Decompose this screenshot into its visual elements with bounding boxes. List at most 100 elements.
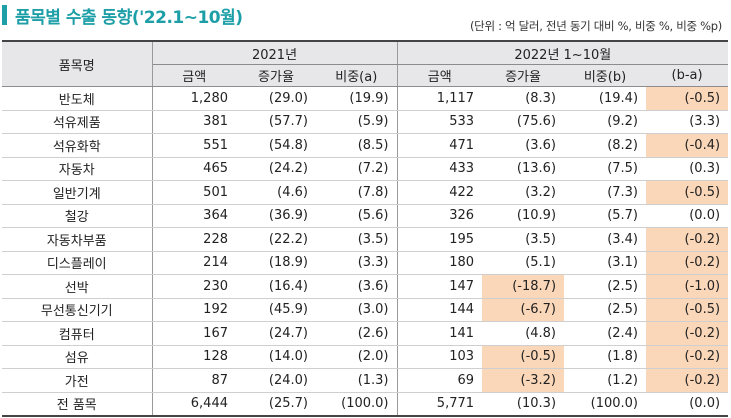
cell-value: 87 <box>152 368 236 393</box>
cell-value: (36.9) <box>236 204 316 228</box>
cell-value: (-3.2) <box>482 368 565 393</box>
cell-value: 192 <box>152 298 236 322</box>
row-item-name: 무선통신기기 <box>2 298 153 322</box>
header-share-a: 비중(a) <box>316 64 398 87</box>
row-item-name: 반도체 <box>2 86 153 111</box>
row-item-name: 선박 <box>2 274 153 299</box>
cell-value: (4.6) <box>236 180 316 205</box>
cell-value: (3.5) <box>316 227 398 252</box>
cell-value: (24.2) <box>236 157 316 181</box>
cell-value: (0.0) <box>646 204 729 228</box>
cell-value: (54.8) <box>236 133 316 158</box>
cell-value: (3.1) <box>564 251 647 275</box>
row-item-name: 컴퓨터 <box>2 321 153 346</box>
row-item-name: 섬유 <box>2 345 153 369</box>
unit-note: (단위 : 억 달러, 전년 동기 대비 %, 비중 %, 비중 %p) <box>469 19 722 33</box>
cell-value: (19.4) <box>564 86 647 111</box>
cell-value: (16.4) <box>236 274 316 299</box>
cell-value: 5,771 <box>397 391 483 417</box>
cell-value: (10.9) <box>482 204 565 228</box>
cell-value: (13.6) <box>482 157 565 181</box>
export-table: 품목명 2021년 2022년 1~10월 금액 증가율 비중(a) 금액 증가… <box>2 40 729 417</box>
header-growth-a: 증가율 <box>236 64 316 87</box>
cell-value: (8.2) <box>564 133 647 158</box>
cell-value: 141 <box>397 321 483 346</box>
cell-value: (8.3) <box>482 86 565 111</box>
cell-value: (3.6) <box>482 133 565 158</box>
row-item-name: 자동차 <box>2 157 153 181</box>
cell-value: (3.6) <box>316 274 398 299</box>
cell-value: (2.4) <box>564 321 647 346</box>
table-row: 일반기계 501 (4.6) (7.8) 422 (3.2) (7.3) (-0.5) <box>2 180 729 205</box>
cell-value: (2.5) <box>564 298 647 322</box>
table-row: 전 품목 6,444 (25.7) (100.0) 5,771 (10.3) (100.0)… <box>2 391 729 417</box>
table-row: 자동차부품 228 (22.2) (3.5) 195 (3.5) (3.4) (-0.2) <box>2 227 729 252</box>
table-row: 철강 364 (36.9) (5.6) 326 (10.9) (5.7) (0.0) <box>2 204 729 228</box>
table-body: 반도체 1,280 (29.0) (19.9) 1,117 (8.3) (19.4) (-0.… <box>2 86 729 417</box>
cell-value: (-0.5) <box>646 298 729 322</box>
cell-value: (0.0) <box>646 391 729 417</box>
cell-value: (5.1) <box>482 251 565 275</box>
cell-value: (5.9) <box>316 110 398 134</box>
header-amount-a: 금액 <box>152 64 236 87</box>
cell-value: (-6.7) <box>482 298 565 322</box>
cell-value: 103 <box>397 345 483 369</box>
cell-value: (10.3) <box>482 391 565 417</box>
cell-value: (7.8) <box>316 180 398 205</box>
cell-value: (2.0) <box>316 345 398 369</box>
header-share-b: 비중(b) <box>564 64 647 87</box>
row-item-name: 자동차부품 <box>2 227 153 252</box>
cell-value: 422 <box>397 180 483 205</box>
cell-value: 381 <box>152 110 236 134</box>
cell-value: 69 <box>397 368 483 393</box>
cell-value: 465 <box>152 157 236 181</box>
cell-value: 1,280 <box>152 86 236 111</box>
cell-value: (19.9) <box>316 86 398 111</box>
cell-value: 128 <box>152 345 236 369</box>
cell-value: (5.6) <box>316 204 398 228</box>
cell-value: (2.5) <box>564 274 647 299</box>
cell-value: 167 <box>152 321 236 346</box>
cell-value: (-0.5) <box>482 345 565 369</box>
header-share-diff: (b-a) <box>646 64 729 87</box>
cell-value: (4.8) <box>482 321 565 346</box>
cell-value: (1.2) <box>564 368 647 393</box>
cell-value: (25.7) <box>236 391 316 417</box>
cell-value: (24.7) <box>236 321 316 346</box>
cell-value: 214 <box>152 251 236 275</box>
cell-value: (3.5) <box>482 227 565 252</box>
row-item-name: 석유제품 <box>2 110 153 134</box>
header-growth-b: 증가율 <box>482 64 565 87</box>
cell-value: 180 <box>397 251 483 275</box>
cell-value: (29.0) <box>236 86 316 111</box>
cell-value: 1,117 <box>397 86 483 111</box>
cell-value: (2.6) <box>316 321 398 346</box>
cell-value: (100.0) <box>564 391 647 417</box>
cell-value: (-18.7) <box>482 274 565 299</box>
cell-value: (14.0) <box>236 345 316 369</box>
row-item-name: 철강 <box>2 204 153 228</box>
cell-value: (5.7) <box>564 204 647 228</box>
table-row: 무선통신기기 192 (45.9) (3.0) 144 (-6.7) (2.5) (-0.5) <box>2 298 729 322</box>
cell-value: 6,444 <box>152 391 236 417</box>
section-title: 품목별 수출 동향('22.1~10월) <box>2 4 243 28</box>
row-item-name: 전 품목 <box>2 391 153 417</box>
cell-value: 326 <box>397 204 483 228</box>
cell-value: (-0.2) <box>646 368 729 393</box>
cell-value: (0.3) <box>646 157 729 181</box>
cell-value: (18.9) <box>236 251 316 275</box>
cell-value: 230 <box>152 274 236 299</box>
cell-value: 501 <box>152 180 236 205</box>
cell-value: (7.5) <box>564 157 647 181</box>
cell-value: (1.3) <box>316 368 398 393</box>
header-amount-b: 금액 <box>397 64 483 87</box>
cell-value: (3.3) <box>646 110 729 134</box>
row-item-name: 가전 <box>2 368 153 393</box>
cell-value: (-0.5) <box>646 86 729 111</box>
row-item-name: 디스플레이 <box>2 251 153 275</box>
header-year-2021: 2021년 <box>152 40 398 65</box>
cell-value: (3.4) <box>564 227 647 252</box>
row-item-name: 석유화학 <box>2 133 153 158</box>
cell-value: (9.2) <box>564 110 647 134</box>
row-item-name: 일반기계 <box>2 180 153 205</box>
